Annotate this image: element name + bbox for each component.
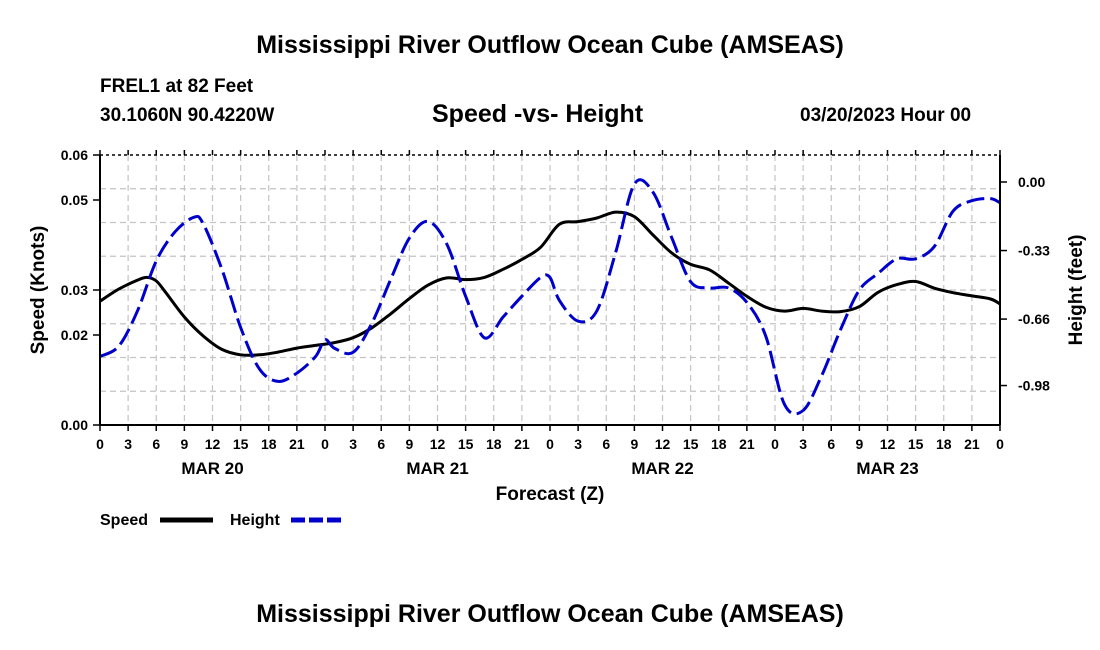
x-tick-label: 9: [180, 436, 188, 452]
x-tick-label: 18: [261, 436, 277, 452]
x-tick-label: 12: [880, 436, 896, 452]
x-tick-label: 12: [430, 436, 446, 452]
chart-subtitle: Speed -vs- Height: [432, 100, 644, 128]
x-tick-label: 3: [799, 436, 807, 452]
x-tick-label: 21: [739, 436, 755, 452]
x-tick-label: 21: [964, 436, 980, 452]
x-tick-label: 18: [711, 436, 727, 452]
x-tick-label: 6: [602, 436, 610, 452]
right-tick-label: -0.66: [1018, 311, 1050, 327]
x-tick-label: 0: [771, 436, 779, 452]
plot-frame: [93, 150, 1007, 431]
station-label: FREL1 at 82 Feet: [100, 76, 254, 97]
left-tick-label: 0.06: [61, 147, 88, 163]
legend-height-label: Height: [230, 512, 280, 529]
x-tick-label: 6: [827, 436, 835, 452]
station-coordinates: 30.1060N 90.4220W: [100, 105, 275, 126]
date-label: MAR 22: [631, 459, 693, 478]
x-tick-label: 3: [574, 436, 582, 452]
x-tick-label: 0: [996, 436, 1004, 452]
right-tick-label: 0.00: [1018, 174, 1045, 190]
right-tick-label: -0.33: [1018, 243, 1050, 259]
date-label: MAR 21: [406, 459, 468, 478]
x-tick-label: 12: [655, 436, 671, 452]
left-tick-label: 0.02: [61, 327, 88, 343]
x-tick-label: 9: [405, 436, 413, 452]
x-tick-label: 18: [486, 436, 502, 452]
x-tick-label: 21: [289, 436, 305, 452]
speed-height-chart: Forecast (Z) Speed (Knots) Height (feet)…: [28, 147, 1087, 529]
x-tick-label: 12: [205, 436, 221, 452]
speed-series-line: [99, 210, 1001, 357]
grid-lines: [100, 155, 1000, 425]
left-tick-label: 0.00: [61, 417, 88, 433]
x-tick-label: 9: [630, 436, 638, 452]
x-tick-label: 0: [321, 436, 329, 452]
left-axis-title: Speed (Knots): [28, 226, 49, 355]
x-tick-label: 18: [936, 436, 952, 452]
x-tick-label: 15: [683, 436, 699, 452]
forecast-datetime: 03/20/2023 Hour 00: [800, 105, 972, 126]
right-tick-label: -0.98: [1018, 378, 1050, 394]
x-axis-title: Forecast (Z): [496, 484, 605, 505]
x-tick-label: 9: [855, 436, 863, 452]
left-tick-label: 0.05: [61, 192, 88, 208]
chart-title: Mississippi River Outflow Ocean Cube (AM…: [256, 31, 844, 59]
legend: Speed Height: [100, 512, 343, 529]
date-label: MAR 20: [181, 459, 243, 478]
height-series-line: [99, 178, 1001, 416]
x-tick-label: 6: [152, 436, 160, 452]
x-tick-label: 3: [349, 436, 357, 452]
x-tick-label: 3: [124, 436, 132, 452]
legend-speed-label: Speed: [100, 512, 148, 529]
x-tick-label: 0: [96, 436, 104, 452]
footer-title: Mississippi River Outflow Ocean Cube (AM…: [256, 600, 844, 628]
series-lines: [99, 178, 1001, 416]
x-tick-label: 0: [546, 436, 554, 452]
x-tick-label: 15: [458, 436, 474, 452]
x-tick-label: 21: [514, 436, 530, 452]
x-tick-label: 15: [908, 436, 924, 452]
left-tick-label: 0.03: [61, 282, 88, 298]
date-label: MAR 23: [856, 459, 918, 478]
right-axis-title: Height (feet): [1066, 235, 1087, 346]
axis-labels: Forecast (Z) Speed (Knots) Height (feet)…: [28, 147, 1087, 505]
x-tick-label: 15: [233, 436, 249, 452]
x-tick-label: 6: [377, 436, 385, 452]
